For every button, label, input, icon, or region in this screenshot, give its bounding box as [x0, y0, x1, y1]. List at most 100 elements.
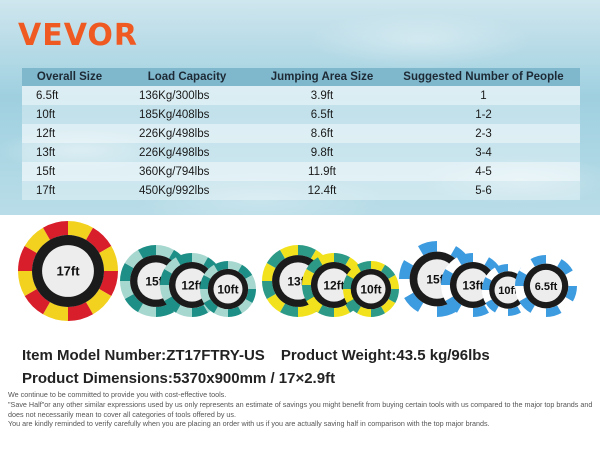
trampoline-pad-segment: [124, 249, 144, 269]
table-row: 12ft 226Kg/498lbs 8.6ft 2-3: [22, 124, 580, 143]
model-number-label: Item Model Number:: [22, 347, 167, 364]
table-row: 6.5ft 136Kg/300lbs 3.9ft 1: [22, 86, 580, 105]
trampoline-pad-segment: [457, 304, 474, 317]
trampoline-pad-segment: [445, 257, 462, 274]
trampoline-pad-segment: [99, 270, 118, 296]
header-load-capacity: Load Capacity: [117, 68, 257, 86]
trampoline-pad-segment: [357, 261, 372, 272]
header-jumping-area: Jumping Area Size: [257, 68, 387, 86]
trampoline-pad-segment: [472, 253, 489, 266]
trampoline-pad-segment: [203, 298, 219, 314]
trampoline-pad-segment: [203, 264, 219, 280]
trampoline-pad-segment: [120, 280, 134, 299]
trampoline-pad-segment: [357, 306, 372, 317]
trampoline-pad-segment: [519, 296, 536, 313]
trampoline-yellow-3: 10ft: [343, 261, 399, 317]
model-weight-line: Item Model Number:ZT17FTRY-US Product Wei…: [22, 347, 490, 364]
trampoline-pad-segment: [297, 303, 316, 317]
trampoline-pad-segment: [519, 259, 536, 276]
trampoline-pad-segment: [280, 303, 299, 317]
trampoline-pad-segment: [67, 302, 93, 321]
trampoline-pad-segment: [545, 305, 562, 317]
product-dimensions-value: 5370x900mm / 17×2.9ft: [172, 370, 336, 387]
trampoline-pad-segment: [457, 253, 474, 266]
table-row: 17ft 450Kg/992lbs 12.4ft 5-6: [22, 181, 580, 200]
trampoline-pad-segment: [266, 249, 286, 269]
trampoline-pad-segment: [333, 304, 350, 317]
trampoline-size-label: 10ft: [498, 285, 518, 297]
trampoline-pad-segment: [200, 288, 211, 303]
trampoline-pad-segment: [214, 261, 229, 272]
trampoline-pad-segment: [124, 293, 144, 313]
trampoline-pad-segment: [530, 305, 547, 317]
trampoline-pad-segment: [418, 302, 438, 317]
trampoline-pad-segment: [306, 296, 323, 313]
trampoline-pad-segment: [138, 245, 157, 259]
trampoline-pad-segment: [237, 264, 253, 280]
trampoline-label-disc: [175, 268, 209, 302]
header-suggested-people: Suggested Number of People: [387, 68, 580, 86]
trampoline-pad-segment: [482, 289, 492, 303]
trampoline-pad-segment: [160, 284, 173, 301]
trampoline-label-disc: [356, 274, 386, 304]
table-row: 13ft 226Kg/498lbs 9.8ft 3-4: [22, 143, 580, 162]
trampoline-pad-segment: [343, 288, 354, 303]
trampoline-pad-segment: [556, 259, 573, 276]
trampoline-pad-segment: [155, 245, 174, 259]
cell-size: 15ft: [22, 162, 117, 181]
trampoline-pad-segment: [302, 284, 315, 301]
cell-area: 12.4ft: [257, 181, 387, 200]
cell-people: 4-5: [387, 162, 580, 181]
trampoline-pad-segment: [120, 263, 134, 282]
trampoline-17ft: 17ft: [18, 221, 118, 321]
cell-load: 226Kg/498lbs: [117, 124, 257, 143]
trampoline-pad-segment: [18, 270, 37, 296]
trampoline-pad-segment: [485, 299, 499, 313]
trampoline-pad-segment: [99, 246, 118, 272]
trampoline-pad-segment: [176, 304, 193, 317]
trampoline-green-3: 10ft: [200, 261, 256, 317]
trampoline-pad-segment: [214, 306, 229, 317]
trampoline-pad-segment: [404, 246, 424, 266]
cell-people: 2-3: [387, 124, 580, 143]
trampoline-size-label: 12ft: [181, 278, 202, 292]
trampoline-pad-segment: [302, 269, 315, 286]
cell-load: 185Kg/408lbs: [117, 105, 257, 124]
trampoline-pad-segment: [441, 269, 454, 286]
disclaimer-line: "Save Half"or any other similar expressi…: [8, 399, 593, 419]
cell-people: 1: [387, 86, 580, 105]
trampoline-pad-segment: [85, 227, 112, 254]
product-dimensions-label: Product Dimensions:: [22, 370, 173, 387]
cell-size: 10ft: [22, 105, 117, 124]
hero-background: VEVOR Overall Size Load Capacity Jumping…: [0, 0, 600, 215]
trampoline-label-disc: [42, 245, 94, 297]
disclaimer: We continue to be committed to provide y…: [8, 390, 596, 429]
trampoline-pad-segment: [176, 253, 193, 266]
cell-people: 5-6: [387, 181, 580, 200]
spec-table-header: Overall Size Load Capacity Jumping Area …: [22, 68, 580, 86]
trampoline-pad-segment: [436, 241, 456, 256]
cell-load: 226Kg/498lbs: [117, 143, 257, 162]
trampoline-pad-segment: [545, 255, 562, 267]
cell-area: 11.9ft: [257, 162, 387, 181]
cell-size: 13ft: [22, 143, 117, 162]
trampoline-blue-2: 13ft: [441, 253, 505, 317]
vevor-logo: VEVOR: [18, 18, 139, 53]
trampoline-blue-4: 6.5ft: [515, 255, 577, 317]
trampoline-pad-segment: [24, 227, 51, 254]
cell-area: 3.9ft: [257, 86, 387, 105]
cell-load: 450Kg/992lbs: [117, 181, 257, 200]
product-weight-label: Product Weight:: [280, 347, 397, 364]
table-row: 10ft 185Kg/408lbs 6.5ft 1-2: [22, 105, 580, 124]
trampoline-pad-segment: [245, 288, 256, 303]
trampoline-pad-segment: [530, 255, 547, 267]
trampoline-pad-segment: [370, 306, 385, 317]
trampoline-pad-segment: [164, 257, 181, 274]
cell-area: 9.8ft: [257, 143, 387, 162]
trampoline-pad-segment: [346, 298, 362, 314]
trampoline-pad-segment: [280, 245, 299, 259]
trampoline-size-label: 10ft: [360, 282, 381, 296]
trampoline-label-disc: [456, 268, 490, 302]
trampoline-size-label: 17ft: [56, 264, 80, 279]
trampoline-pad-segment: [515, 285, 527, 302]
